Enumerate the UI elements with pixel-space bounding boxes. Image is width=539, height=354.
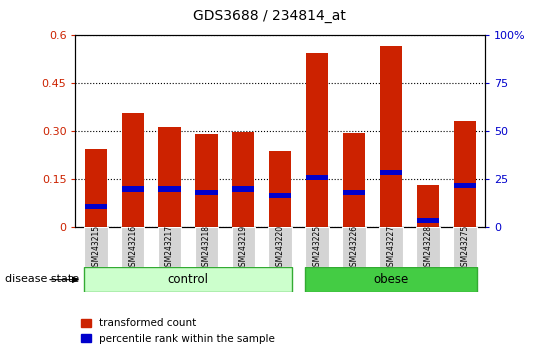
Bar [196, 190, 218, 195]
Text: obese: obese [374, 273, 409, 286]
Text: GSM243218: GSM243218 [202, 225, 211, 271]
Bar [380, 46, 402, 227]
Bar [84, 267, 292, 292]
Text: GSM243225: GSM243225 [313, 225, 322, 271]
Text: GSM243228: GSM243228 [424, 225, 432, 271]
Bar [158, 187, 181, 192]
Text: control: control [168, 273, 209, 286]
Bar [417, 218, 439, 223]
Text: disease state: disease state [5, 274, 80, 284]
Text: GDS3688 / 234814_at: GDS3688 / 234814_at [193, 9, 346, 23]
Bar [306, 53, 328, 227]
Legend: transformed count, percentile rank within the sample: transformed count, percentile rank withi… [81, 318, 275, 344]
Bar [232, 227, 255, 267]
Bar [269, 151, 292, 227]
Bar [269, 193, 292, 198]
Bar [454, 121, 476, 227]
Bar [343, 133, 365, 227]
Bar [158, 127, 181, 227]
Bar [268, 227, 292, 267]
Bar [84, 227, 108, 267]
Bar [85, 204, 107, 209]
Bar [122, 187, 144, 192]
Bar [454, 183, 476, 188]
Bar [121, 227, 144, 267]
Bar [379, 227, 403, 267]
Bar [196, 133, 218, 227]
Bar [306, 227, 329, 267]
Text: GSM243227: GSM243227 [386, 225, 396, 271]
Text: GSM243220: GSM243220 [276, 225, 285, 271]
Bar [195, 227, 218, 267]
Bar [380, 170, 402, 175]
Bar [306, 267, 476, 292]
Bar [342, 227, 366, 267]
Bar [417, 185, 439, 227]
Text: GSM243215: GSM243215 [91, 225, 100, 271]
Bar [416, 227, 440, 267]
Bar [85, 149, 107, 227]
Text: GSM243219: GSM243219 [239, 225, 248, 271]
Bar [122, 113, 144, 227]
Text: GSM243216: GSM243216 [128, 225, 137, 271]
Bar [232, 132, 254, 227]
Text: GSM243226: GSM243226 [350, 225, 358, 271]
Text: GSM243217: GSM243217 [165, 225, 174, 271]
Bar [158, 227, 182, 267]
Bar [453, 227, 476, 267]
Text: GSM243275: GSM243275 [460, 224, 469, 271]
Bar [306, 175, 328, 180]
Bar [343, 190, 365, 195]
Bar [232, 187, 254, 192]
